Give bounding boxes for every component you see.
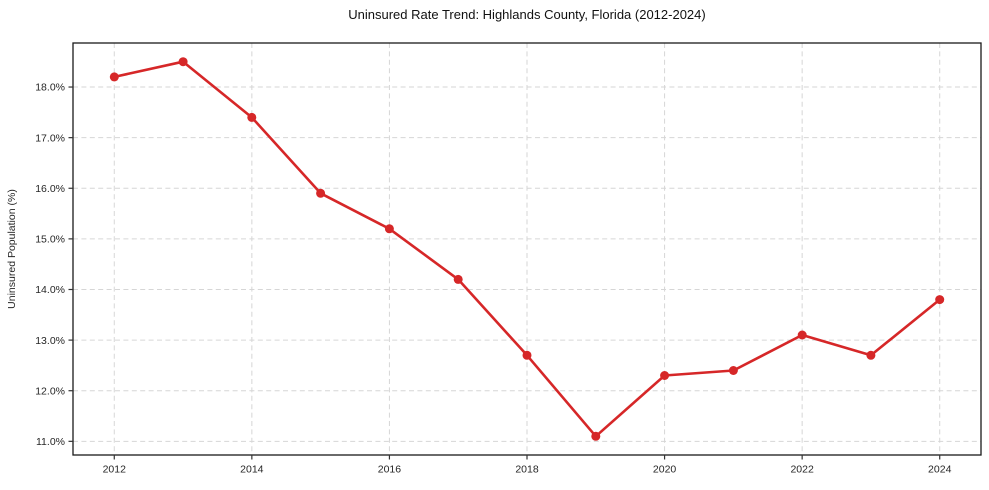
data-point-marker	[728, 366, 738, 375]
data-point-marker	[935, 295, 945, 305]
y-tick-label: 14.0%	[35, 284, 65, 296]
x-tick-label: 2014	[240, 464, 264, 476]
x-tick-label: 2020	[653, 464, 677, 476]
y-tick-label: 11.0%	[36, 436, 65, 448]
data-point-marker	[591, 431, 601, 441]
chart-title: Uninsured Rate Trend: Highlands County, …	[348, 7, 705, 22]
data-point-marker	[866, 350, 876, 360]
data-point-marker	[453, 274, 463, 284]
x-tick-label: 2018	[515, 464, 539, 476]
x-tick-label: 2022	[790, 464, 814, 476]
y-axis-label: Uninsured Population (%)	[6, 189, 18, 309]
data-point-marker	[109, 72, 119, 82]
gridlines	[73, 43, 981, 455]
y-tick-label: 12.0%	[35, 385, 65, 397]
y-tick-label: 18.0%	[35, 82, 65, 94]
y-tick-label: 17.0%	[35, 132, 65, 144]
x-tick-label: 2012	[103, 464, 127, 476]
data-series	[109, 57, 945, 441]
data-point-marker	[522, 350, 532, 360]
axis-ticks	[68, 86, 941, 460]
data-point-marker	[178, 57, 188, 67]
y-tick-label: 15.0%	[35, 234, 65, 246]
y-tick-label: 16.0%	[35, 183, 65, 195]
x-tick-label: 2016	[378, 464, 402, 476]
data-point-marker	[660, 371, 670, 380]
y-tick-label: 13.0%	[35, 335, 65, 347]
x-tick-label: 2024	[928, 464, 952, 476]
data-point-marker	[797, 330, 807, 340]
data-point-marker	[316, 188, 326, 198]
data-point-marker	[384, 224, 394, 234]
axis-tick-labels: 2012 2014 2016 2018 2020 2022 2024 11.0% 12.0% 13…	[35, 82, 951, 476]
data-point-marker	[247, 112, 257, 122]
